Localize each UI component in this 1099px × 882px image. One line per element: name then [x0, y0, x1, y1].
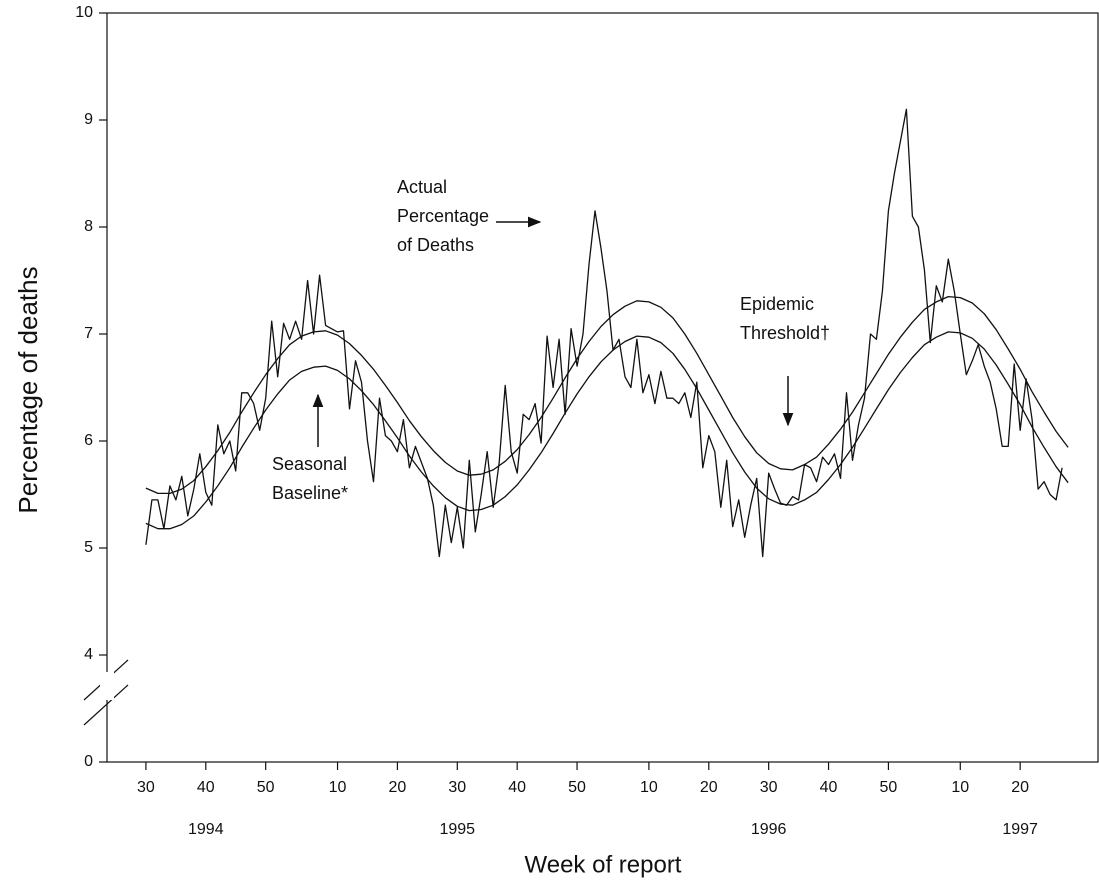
x-tick-label: 40: [508, 779, 526, 796]
annotation: Seasonal: [272, 454, 347, 474]
annotation: Actual: [397, 177, 447, 197]
y-axis-label: Percentage of deaths: [13, 266, 43, 513]
y-tick-label: 10: [75, 4, 93, 21]
annotation: Percentage: [397, 206, 489, 226]
x-tick-label: 10: [329, 779, 347, 796]
axis-break-gap: [100, 672, 114, 700]
annotation: of Deaths: [397, 235, 474, 255]
y-tick-label: 8: [84, 218, 93, 235]
x-tick-label: 50: [568, 779, 586, 796]
x-tick-label: 50: [257, 779, 275, 796]
series-line: [145, 295, 1069, 495]
x-tick-label: 30: [137, 779, 155, 796]
series-line: [145, 331, 1069, 530]
y-tick-label: 0: [84, 753, 93, 770]
year-label: 1997: [1002, 821, 1038, 838]
x-tick-label: 10: [640, 779, 658, 796]
x-tick-label: 50: [880, 779, 898, 796]
year-label: 1994: [188, 821, 224, 838]
x-axis-label: Week of report: [525, 851, 682, 878]
series-line: [145, 108, 1063, 558]
plot-frame: [106, 12, 1099, 763]
annotation: Epidemic: [740, 294, 814, 314]
x-tick-label: 30: [760, 779, 778, 796]
x-tick-label: 10: [951, 779, 969, 796]
y-tick-label: 6: [84, 432, 93, 449]
annotation: Baseline*: [272, 483, 348, 503]
y-tick-label: 9: [84, 111, 93, 128]
x-tick-label: 20: [1011, 779, 1029, 796]
annotation: Threshold†: [740, 323, 830, 343]
year-label: 1996: [751, 821, 787, 838]
x-tick-label: 40: [197, 779, 215, 796]
x-tick-label: 20: [389, 779, 407, 796]
year-label: 1995: [439, 821, 475, 838]
x-tick-label: 30: [448, 779, 466, 796]
x-tick-label: 20: [700, 779, 718, 796]
y-tick-label: 4: [84, 646, 93, 663]
y-tick-label: 5: [84, 539, 93, 556]
x-tick-label: 40: [820, 779, 838, 796]
axis-break: [83, 684, 129, 726]
y-tick-label: 7: [84, 325, 93, 342]
